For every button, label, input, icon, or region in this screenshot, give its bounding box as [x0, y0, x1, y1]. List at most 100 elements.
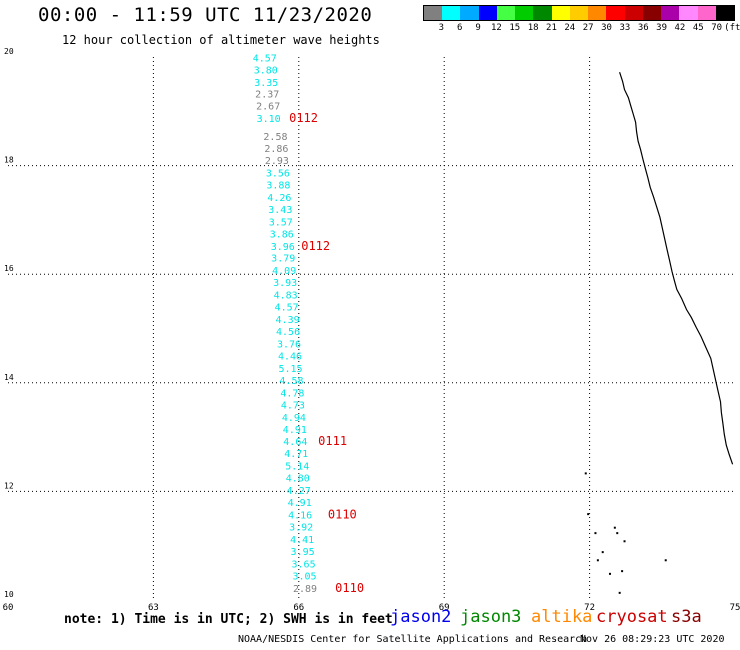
legend-swatch	[624, 6, 643, 20]
wave-height-point: 3.79	[271, 254, 295, 265]
wave-height-point: 3.43	[268, 205, 292, 216]
wave-height-point: 4.09	[272, 266, 296, 277]
legend-label: (ft)	[724, 23, 740, 33]
wave-height-point: 3.05	[292, 571, 316, 582]
pass-label: 0111	[318, 434, 347, 448]
legend-swatch	[606, 6, 625, 20]
pass-label: 0112	[301, 239, 330, 253]
satellite-label: jason3	[460, 607, 522, 627]
wave-height-point: 3.57	[269, 217, 293, 228]
x-tick-label: 75	[730, 603, 740, 613]
wave-height-point: 3.88	[266, 180, 290, 191]
legend-label: 30	[601, 23, 612, 33]
y-tick-label: 20	[4, 47, 14, 56]
wave-height-point: 4.46	[278, 351, 302, 362]
legend-swatch	[533, 6, 552, 20]
legend-swatch	[551, 6, 570, 20]
wave-height-point: 2.37	[255, 90, 279, 101]
axis-tick-labels: 60 63 66 69 72 75 10 12 14 16 18 20	[3, 47, 740, 613]
legend-label: 21	[546, 23, 557, 33]
wave-height-point: 3.95	[291, 547, 315, 558]
wave-height-point: 4.83	[274, 291, 298, 302]
x-tick-label: 66	[293, 603, 304, 613]
satellite-label: cryosat	[596, 607, 668, 627]
satellite-label: altika	[531, 607, 593, 627]
legend-color-bar	[423, 5, 735, 21]
island-mark	[664, 559, 667, 562]
coastline-line	[619, 72, 734, 465]
legend-label: 42	[674, 23, 686, 33]
wave-height-point: 2.93	[265, 156, 289, 167]
legend-label: 36	[637, 23, 649, 33]
wave-height-point: 4.16	[288, 511, 312, 522]
y-tick-label: 12	[4, 481, 14, 490]
pass-label: 0110	[335, 581, 364, 595]
island-mark	[613, 526, 616, 529]
x-tick-label: 60	[3, 603, 14, 613]
legend-swatch	[588, 6, 607, 20]
wave-height-point: 3.10	[257, 114, 281, 125]
wave-height-point: 4.57	[253, 53, 277, 64]
island-mark	[601, 551, 604, 554]
y-tick-label: 10	[4, 590, 14, 599]
wave-height-point: 4.26	[267, 193, 291, 204]
legend-swatch	[460, 6, 479, 20]
legend-swatch	[679, 6, 698, 20]
legend-label: 45	[692, 23, 704, 33]
wave-height-point: 4.64	[283, 437, 307, 448]
wave-height-point: 2.67	[256, 102, 280, 113]
wave-height-point: 4.39	[276, 315, 300, 326]
wave-height-point: 3.86	[270, 229, 294, 240]
x-tick-label: 72	[584, 603, 595, 613]
wave-height-point: 2.58	[263, 132, 287, 143]
legend-label: 24	[564, 23, 576, 33]
island-mark	[594, 532, 597, 535]
wave-height-point: 3.65	[292, 559, 316, 570]
satellite-label: s3a	[671, 607, 702, 627]
wave-height-point: 4.91	[288, 498, 312, 509]
wave-height-point: 2.86	[264, 144, 288, 155]
wave-height-point: 4.94	[282, 413, 306, 424]
y-tick-label: 14	[4, 373, 14, 382]
wave-height-point: 3.93	[273, 278, 297, 289]
legend-label: 39	[656, 23, 667, 33]
legend-swatch	[424, 6, 443, 20]
legend-label: 33	[619, 23, 631, 33]
wave-height-point: 3.35	[254, 78, 278, 89]
satellite-label: jason2	[390, 607, 452, 627]
island-mark	[587, 513, 590, 516]
wave-height-point: 4.73	[281, 400, 305, 411]
wave-height-point: 4.80	[286, 474, 310, 485]
legend-swatch	[442, 6, 461, 20]
footer-note: note: 1) Time is in UTC; 2) SWH is in fe…	[64, 612, 393, 627]
wave-height-point: 4.78	[280, 388, 304, 399]
legend-label: 15	[509, 23, 521, 33]
legend-label: 6	[456, 23, 463, 33]
legend-label: 70	[711, 23, 723, 33]
island-mark	[596, 559, 599, 562]
legend-label: 27	[582, 23, 594, 33]
x-tick-label: 69	[439, 603, 450, 613]
wave-height-point: 3.76	[277, 340, 301, 351]
wave-height-point: 4.56	[276, 327, 300, 338]
wave-height-point: 4.71	[284, 449, 308, 460]
wave-height-point: 4.41	[290, 535, 314, 546]
legend-swatch	[642, 6, 662, 20]
wave-height-point: 4.27	[287, 486, 311, 497]
island-mark	[584, 472, 587, 475]
wave-height-point: 4.91	[283, 425, 307, 436]
pass-labels: 0112 0112 0111 0110 0110	[289, 111, 364, 595]
legend-swatch	[515, 6, 534, 20]
chart-title: 00:00 - 11:59 UTC 11/23/2020	[38, 4, 373, 26]
wave-height-point: 4.58	[279, 376, 303, 387]
legend-swatch	[478, 6, 497, 20]
y-tick-label: 18	[4, 156, 14, 165]
wave-height-point: 3.80	[254, 65, 278, 76]
island-mark	[608, 572, 611, 575]
island-mark	[618, 591, 621, 594]
wave-height-point: 5.14	[285, 462, 309, 473]
legend-swatch	[661, 6, 680, 20]
